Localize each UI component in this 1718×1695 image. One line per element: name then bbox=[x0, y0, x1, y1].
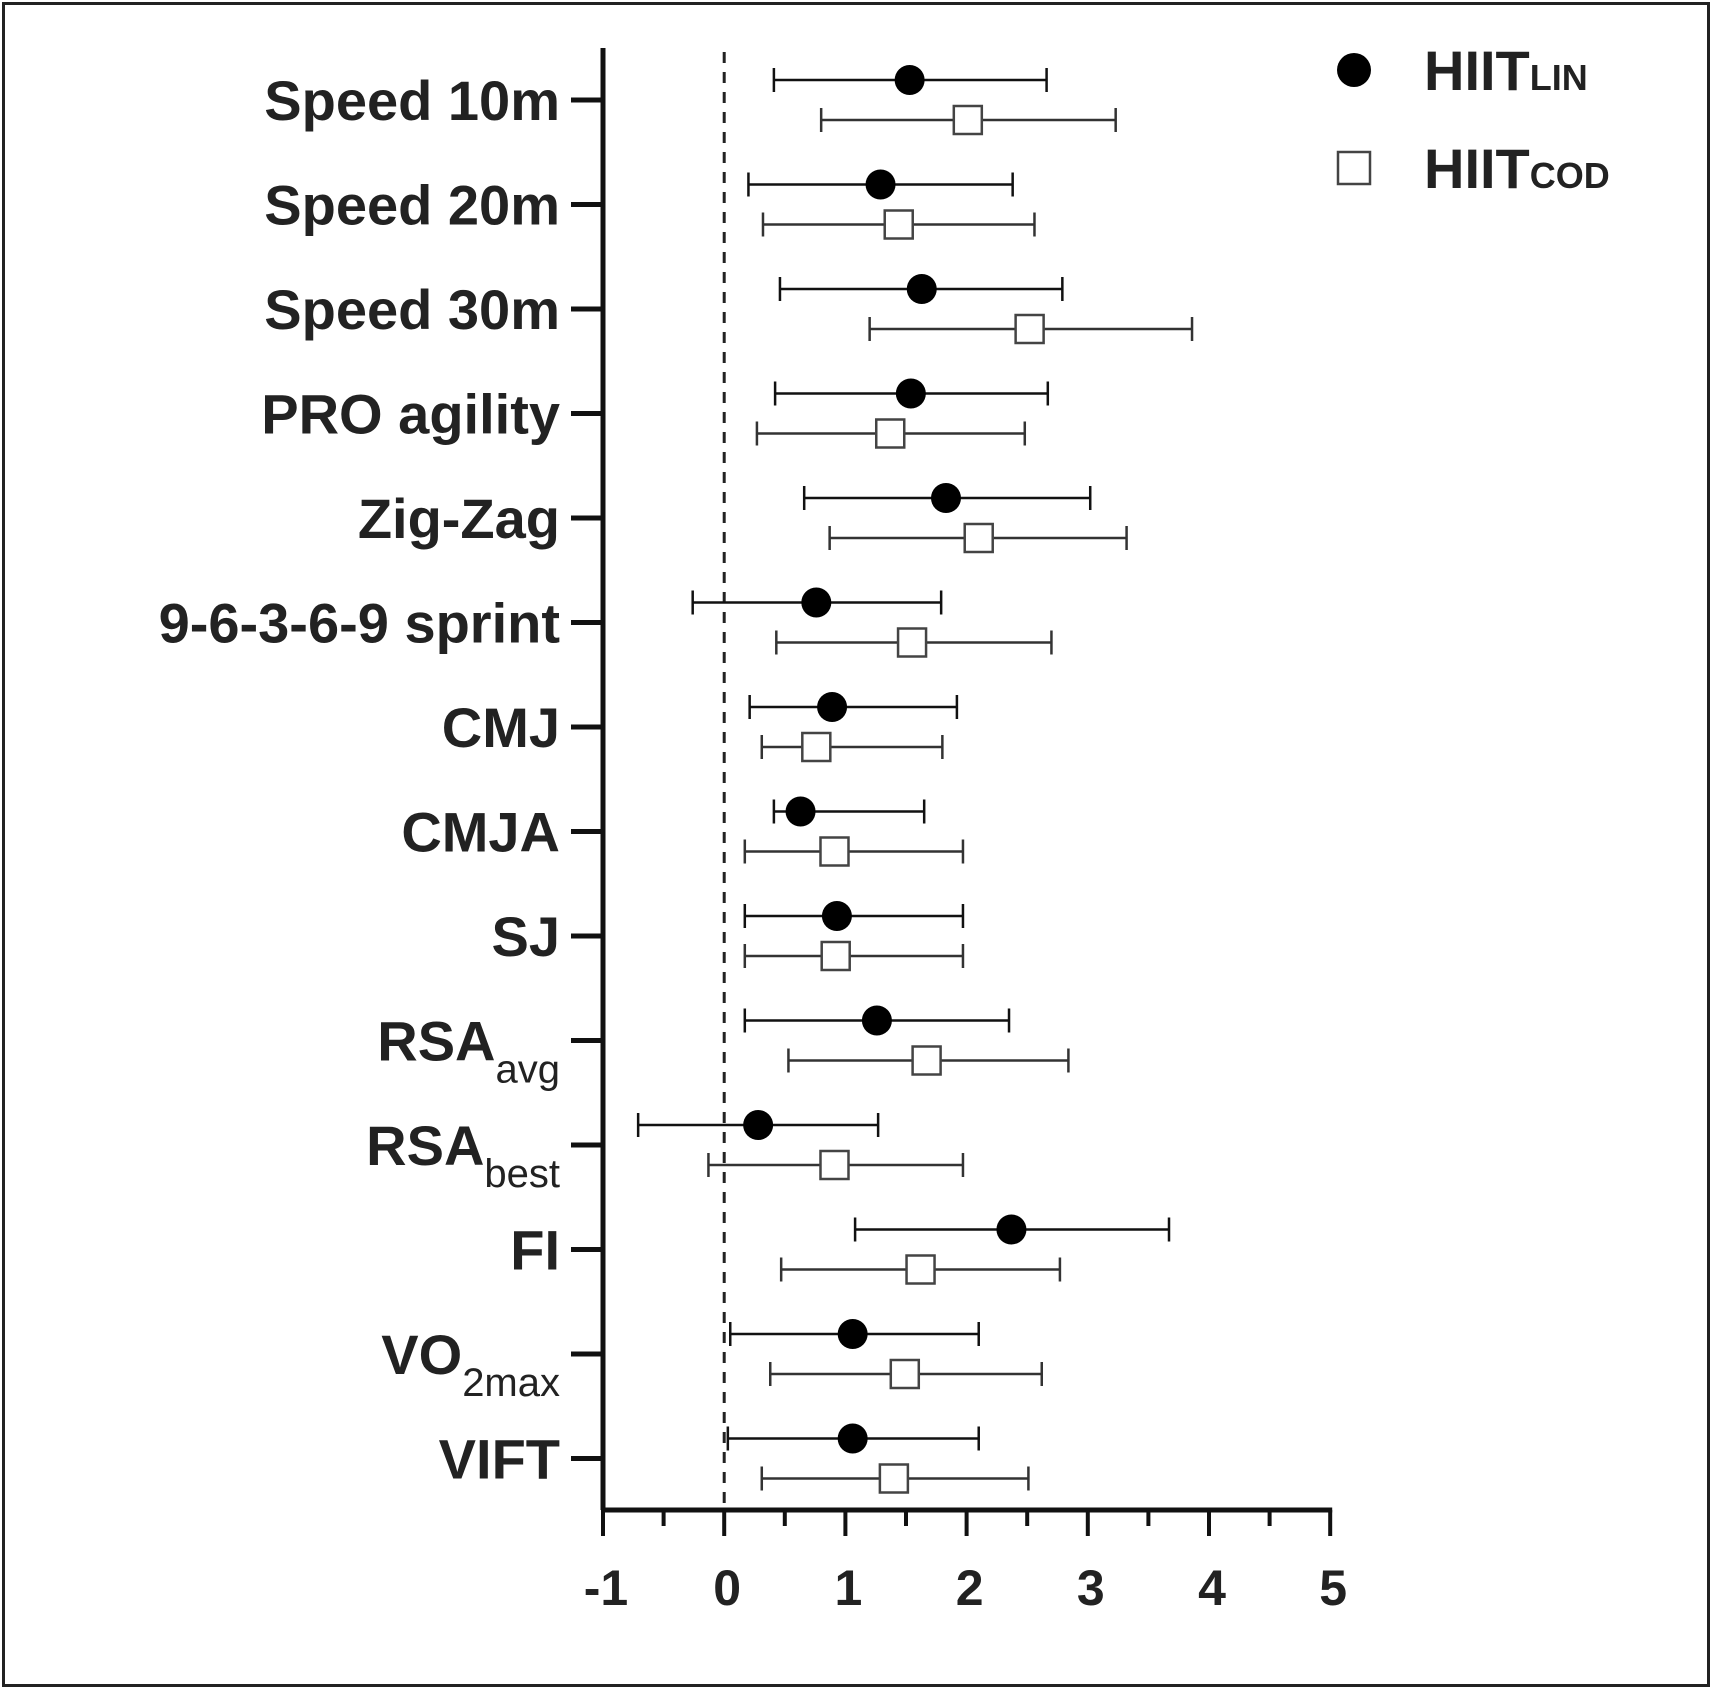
data-point-cod bbox=[911, 1045, 942, 1076]
category-label-main: Speed 20m bbox=[264, 174, 560, 237]
category-label-subscript: 2max bbox=[462, 1361, 560, 1405]
data-point-cod bbox=[952, 104, 984, 136]
legend-label: HIITLIN bbox=[1424, 39, 1588, 102]
data-point-cod bbox=[1014, 313, 1045, 345]
data-point-lin bbox=[817, 692, 848, 722]
category-label-main: 9-6-3-6-9 sprint bbox=[159, 592, 560, 655]
data-point-lin bbox=[865, 169, 896, 200]
x-tick-label: 3 bbox=[1077, 1560, 1105, 1616]
x-tick-label: 2 bbox=[956, 1560, 984, 1616]
category-label-subscript: best bbox=[484, 1152, 560, 1196]
category-label: Speed 20m bbox=[264, 174, 560, 237]
category-label: CMJA bbox=[401, 801, 560, 864]
category-label: RSAavg bbox=[377, 1010, 560, 1092]
category-label: FI bbox=[510, 1219, 560, 1282]
category-label-main: Speed 30m bbox=[264, 278, 560, 341]
data-point-cod bbox=[889, 1358, 921, 1390]
legend-marker-lin bbox=[1337, 53, 1371, 87]
x-tick-label: -1 bbox=[584, 1560, 628, 1616]
data-point-lin bbox=[801, 587, 832, 618]
category-label-main: Speed 10m bbox=[264, 69, 560, 132]
category-label: PRO agility bbox=[261, 383, 560, 446]
category-label-main: RSA bbox=[366, 1114, 484, 1177]
data-point-cod bbox=[883, 209, 914, 240]
data-point-cod bbox=[905, 1254, 936, 1285]
x-tick-label: 1 bbox=[834, 1560, 862, 1616]
category-label: Speed 10m bbox=[264, 69, 560, 132]
category-label-main: CMJ bbox=[442, 696, 560, 759]
data-point-cod bbox=[820, 940, 851, 972]
x-tick-label: 4 bbox=[1198, 1560, 1226, 1616]
category-label: RSAbest bbox=[366, 1114, 560, 1196]
category-label-main: CMJA bbox=[401, 801, 560, 864]
data-point-cod bbox=[819, 1149, 850, 1181]
x-tick-label: 5 bbox=[1319, 1560, 1347, 1616]
category-label: Zig-Zag bbox=[358, 487, 560, 550]
data-point-cod bbox=[874, 418, 906, 449]
category-label: VIFT bbox=[439, 1428, 560, 1491]
data-point-lin bbox=[837, 1319, 868, 1349]
category-label-subscript: avg bbox=[496, 1048, 561, 1092]
category-label-main: RSA bbox=[377, 1010, 495, 1073]
data-point-lin bbox=[785, 796, 816, 827]
legend: HIITLIN HIITCOD bbox=[1336, 39, 1610, 200]
category-label: CMJ bbox=[442, 696, 560, 759]
category-label-main: SJ bbox=[492, 905, 561, 968]
category-label-main: Zig-Zag bbox=[358, 487, 560, 550]
category-label-main: VIFT bbox=[439, 1428, 560, 1491]
data-point-cod bbox=[801, 731, 832, 763]
data-point-lin bbox=[894, 65, 925, 95]
category-label: VO2max bbox=[381, 1323, 560, 1405]
data-point-lin bbox=[930, 483, 961, 513]
data-point-lin bbox=[906, 274, 937, 304]
category-label-main: VO bbox=[381, 1323, 462, 1386]
data-point-cod bbox=[963, 522, 994, 554]
category-label-main: FI bbox=[510, 1219, 560, 1282]
category-label-main: PRO agility bbox=[261, 383, 560, 446]
data-point-lin bbox=[895, 378, 926, 409]
legend-label: HIITCOD bbox=[1424, 137, 1610, 200]
data-point-lin bbox=[861, 1005, 892, 1036]
x-tick-label: 0 bbox=[713, 1560, 741, 1616]
category-label: SJ bbox=[492, 905, 561, 968]
data-point-cod bbox=[896, 627, 928, 658]
category-label: 9-6-3-6-9 sprint bbox=[159, 592, 560, 655]
data-point-cod bbox=[878, 1463, 910, 1494]
category-label: Speed 30m bbox=[264, 278, 560, 341]
data-point-lin bbox=[743, 1110, 774, 1140]
data-point-lin bbox=[996, 1214, 1027, 1245]
legend-marker-cod bbox=[1336, 150, 1372, 186]
data-point-lin bbox=[821, 901, 852, 931]
data-point-cod bbox=[819, 836, 850, 867]
data-point-lin bbox=[837, 1423, 868, 1454]
